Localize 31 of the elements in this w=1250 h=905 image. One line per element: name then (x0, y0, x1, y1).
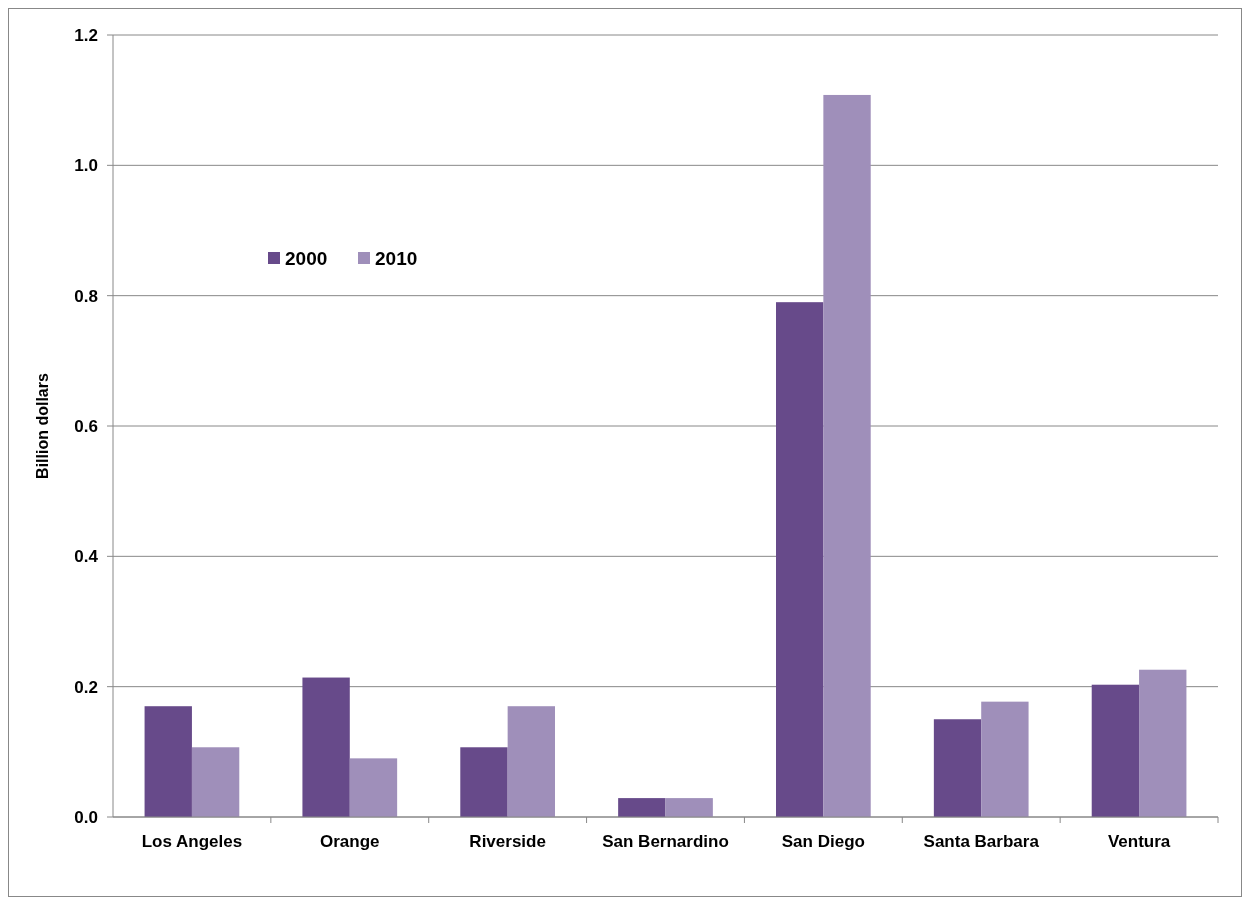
bar (349, 758, 398, 817)
bar (1139, 669, 1187, 817)
y-tick-label: 0.2 (74, 677, 98, 697)
bar (776, 302, 824, 817)
y-tick-label: 1.0 (74, 156, 98, 176)
y-axis-title: Billion dollars (34, 373, 51, 479)
x-tick-label: Ventura (1107, 832, 1171, 851)
x-tick-label: San Bernardino (602, 832, 729, 851)
legend-label: 2000 (285, 247, 328, 269)
x-tick-label: Los Angeles (141, 832, 243, 851)
legend-label: 2010 (375, 247, 418, 269)
y-tick-label: 0.6 (74, 416, 98, 436)
bar (460, 747, 508, 817)
bar (823, 94, 871, 817)
bar (191, 747, 240, 817)
y-tick-label: 0.0 (74, 807, 98, 827)
bar (933, 719, 982, 817)
bar (144, 706, 192, 817)
bar (981, 701, 1029, 817)
bar (665, 798, 713, 817)
y-tick-label: 0.8 (74, 286, 98, 306)
x-tick-label: San Diego (781, 832, 865, 851)
y-tick-label: 1.2 (74, 25, 98, 45)
bar (507, 706, 555, 817)
x-tick-label: Riverside (469, 832, 546, 851)
bar (302, 677, 350, 817)
x-tick-label: Orange (320, 832, 380, 851)
y-tick-label: 0.4 (74, 547, 99, 567)
bar (1091, 684, 1140, 817)
bar (618, 798, 666, 817)
x-tick-label: Santa Barbara (923, 832, 1040, 851)
